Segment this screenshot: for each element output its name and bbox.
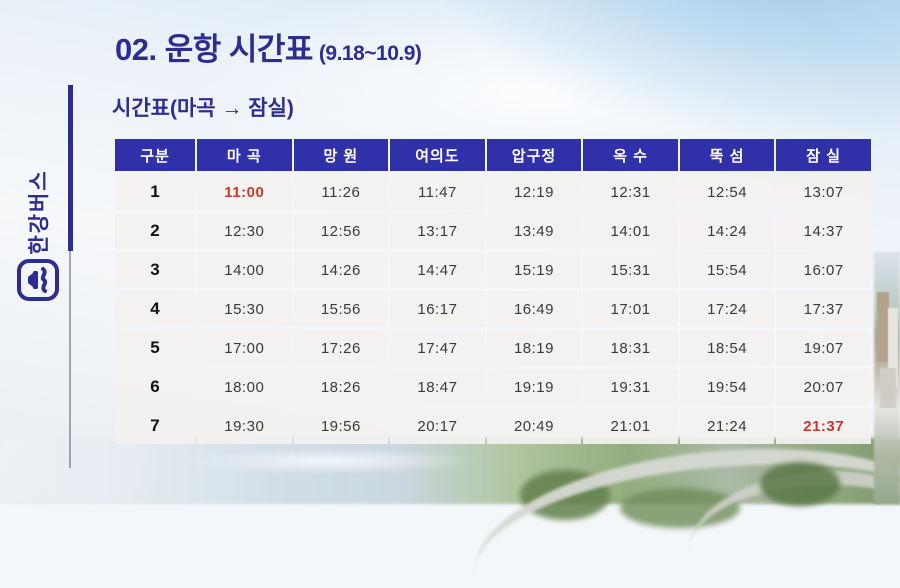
departure-time-cell: 17:26: [293, 330, 389, 366]
building-silhouette: [880, 368, 896, 408]
page-title: 02. 운항 시간표 (9.18~10.9): [115, 24, 422, 69]
departure-time-cell: 13:07: [776, 174, 871, 210]
table-row: 1 11:00 11:26 11:47 12:19 12:31 12:54 13:07: [115, 174, 871, 210]
thin-vertical-line: [69, 251, 71, 468]
column-header: 마 곡: [197, 139, 292, 171]
hangang-bus-logo-icon: [17, 259, 59, 301]
departure-time-cell: 21:01: [583, 408, 678, 444]
column-header: 망 원: [293, 139, 389, 171]
departure-time-cell: 11:00: [197, 174, 292, 210]
tree-foliage: [760, 462, 840, 506]
table-row: 4 15:30 15:56 16:17 16:49 17:01 17:24 17:37: [115, 291, 871, 327]
departure-time-cell: 14:00: [197, 252, 292, 288]
departure-time-cell: 18:54: [679, 330, 775, 366]
departure-time-cell: 18:47: [390, 369, 485, 405]
building-silhouette: [888, 308, 898, 388]
building-silhouette: [877, 292, 889, 362]
departure-time-cell: 20:17: [390, 408, 485, 444]
departure-time-cell: 18:00: [197, 369, 292, 405]
trip-number-cell: 4: [115, 291, 195, 327]
departure-time-cell: 19:54: [679, 369, 775, 405]
river-glint: [180, 448, 480, 474]
departure-time-cell: 17:37: [776, 291, 871, 327]
departure-time-cell: 12:19: [486, 174, 582, 210]
departure-time-cell: 12:30: [197, 213, 292, 249]
brand-vertical-text: 한강버스: [28, 169, 51, 255]
departure-time-cell: 16:07: [776, 252, 871, 288]
departure-time-cell: 16:17: [390, 291, 485, 327]
departure-time-cell: 19:31: [583, 369, 678, 405]
timetable-body: 1 11:00 11:26 11:47 12:19 12:31 12:54 13:07 2 12:…: [115, 174, 871, 444]
trip-number-cell: 5: [115, 330, 195, 366]
departure-time-cell: 21:37: [776, 408, 871, 444]
page-title-text: 02. 운항 시간표: [115, 32, 313, 67]
departure-time-cell: 11:47: [390, 174, 485, 210]
departure-time-cell: 12:54: [679, 174, 775, 210]
departure-time-cell: 19:56: [293, 408, 389, 444]
departure-time-cell: 12:56: [293, 213, 389, 249]
departure-time-cell: 14:47: [390, 252, 485, 288]
departure-time-cell: 17:00: [197, 330, 292, 366]
departure-time-cell: 15:19: [486, 252, 582, 288]
departure-time-cell: 18:31: [583, 330, 678, 366]
departure-time-cell: 19:19: [486, 369, 582, 405]
column-header: 여의도: [390, 139, 485, 171]
departure-time-cell: 16:49: [486, 291, 582, 327]
departure-time-cell: 18:26: [293, 369, 389, 405]
departure-time-cell: 11:26: [293, 174, 389, 210]
departure-time-cell: 12:31: [583, 174, 678, 210]
section-subtitle: 시간표(마곡 → 잠실): [112, 97, 294, 120]
trip-number-cell: 1: [115, 174, 195, 210]
departure-time-cell: 19:07: [776, 330, 871, 366]
column-header: 옥 수: [583, 139, 678, 171]
accent-vertical-line: [68, 85, 73, 251]
column-header: 잠 실: [776, 139, 871, 171]
departure-time-cell: 14:37: [776, 213, 871, 249]
departure-time-cell: 14:26: [293, 252, 389, 288]
departure-time-cell: 14:01: [583, 213, 678, 249]
trip-number-cell: 6: [115, 369, 195, 405]
table-row: 2 12:30 12:56 13:17 13:49 14:01 14:24 14:37: [115, 213, 871, 249]
departure-time-cell: 15:54: [679, 252, 775, 288]
page-title-date-range: (9.18~10.9): [318, 42, 422, 65]
column-header: 구분: [115, 139, 195, 171]
departure-time-cell: 14:24: [679, 213, 775, 249]
table-row: 6 18:00 18:26 18:47 19:19 19:31 19:54 20:07: [115, 369, 871, 405]
departure-time-cell: 21:24: [679, 408, 775, 444]
departure-time-cell: 19:30: [197, 408, 292, 444]
column-header: 뚝 섬: [679, 139, 775, 171]
departure-time-cell: 15:30: [197, 291, 292, 327]
departure-time-cell: 17:01: [583, 291, 678, 327]
departure-time-cell: 15:31: [583, 252, 678, 288]
trip-number-cell: 7: [115, 408, 195, 444]
departure-time-cell: 17:24: [679, 291, 775, 327]
departure-time-cell: 13:49: [486, 213, 582, 249]
departure-time-cell: 20:07: [776, 369, 871, 405]
trip-number-cell: 3: [115, 252, 195, 288]
departure-time-cell: 20:49: [486, 408, 582, 444]
departure-time-cell: 17:47: [390, 330, 485, 366]
table-row: 7 19:30 19:56 20:17 20:49 21:01 21:24 21:37: [115, 408, 871, 444]
table-row: 3 14:00 14:26 14:47 15:19 15:31 15:54 16:07: [115, 252, 871, 288]
column-header: 압구정: [486, 139, 582, 171]
table-row: 5 17:00 17:26 17:47 18:19 18:31 18:54 19:07: [115, 330, 871, 366]
departure-time-cell: 13:17: [390, 213, 485, 249]
trip-number-cell: 2: [115, 213, 195, 249]
departure-time-cell: 15:56: [293, 291, 389, 327]
departure-time-cell: 18:19: [486, 330, 582, 366]
